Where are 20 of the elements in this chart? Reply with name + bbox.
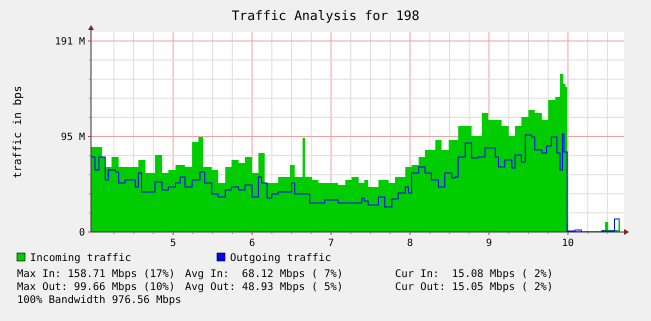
y-tick-label: 0	[78, 228, 85, 238]
text: Max Out: 99.66 Mbps (10%)	[17, 281, 176, 293]
chart-title: Traffic Analysis for 198	[232, 9, 420, 24]
text: Avg Out: 48.93 Mbps ( 5%)	[185, 281, 344, 293]
text: Avg In: 68.12 Mbps ( 7%)	[185, 268, 344, 280]
legend-label: Outgoing traffic	[230, 252, 332, 264]
y-tick-label: 95 M	[60, 132, 85, 143]
y-axis-title: traffic in bps	[11, 86, 24, 178]
text: Cur Out: 15.05 Mbps ( 2%)	[395, 281, 554, 293]
text: 100% Bandwidth 976.56 Mbps	[17, 294, 182, 306]
y-tick-label: 191 M	[54, 36, 85, 48]
text: Cur In: 15.08 Mbps ( 2%)	[395, 268, 554, 280]
x-tick-label: 10	[562, 238, 574, 249]
x-tick-label: 5	[170, 238, 176, 249]
text: Max In: 158.71 Mbps (17%)	[17, 268, 176, 280]
x-tick-label: 7	[328, 238, 334, 249]
x-tick-label: 8	[406, 238, 414, 249]
x-tick-label: 9	[486, 238, 492, 249]
x-tick-label: 6	[249, 238, 256, 249]
legend-label: Incoming traffic	[30, 252, 132, 264]
